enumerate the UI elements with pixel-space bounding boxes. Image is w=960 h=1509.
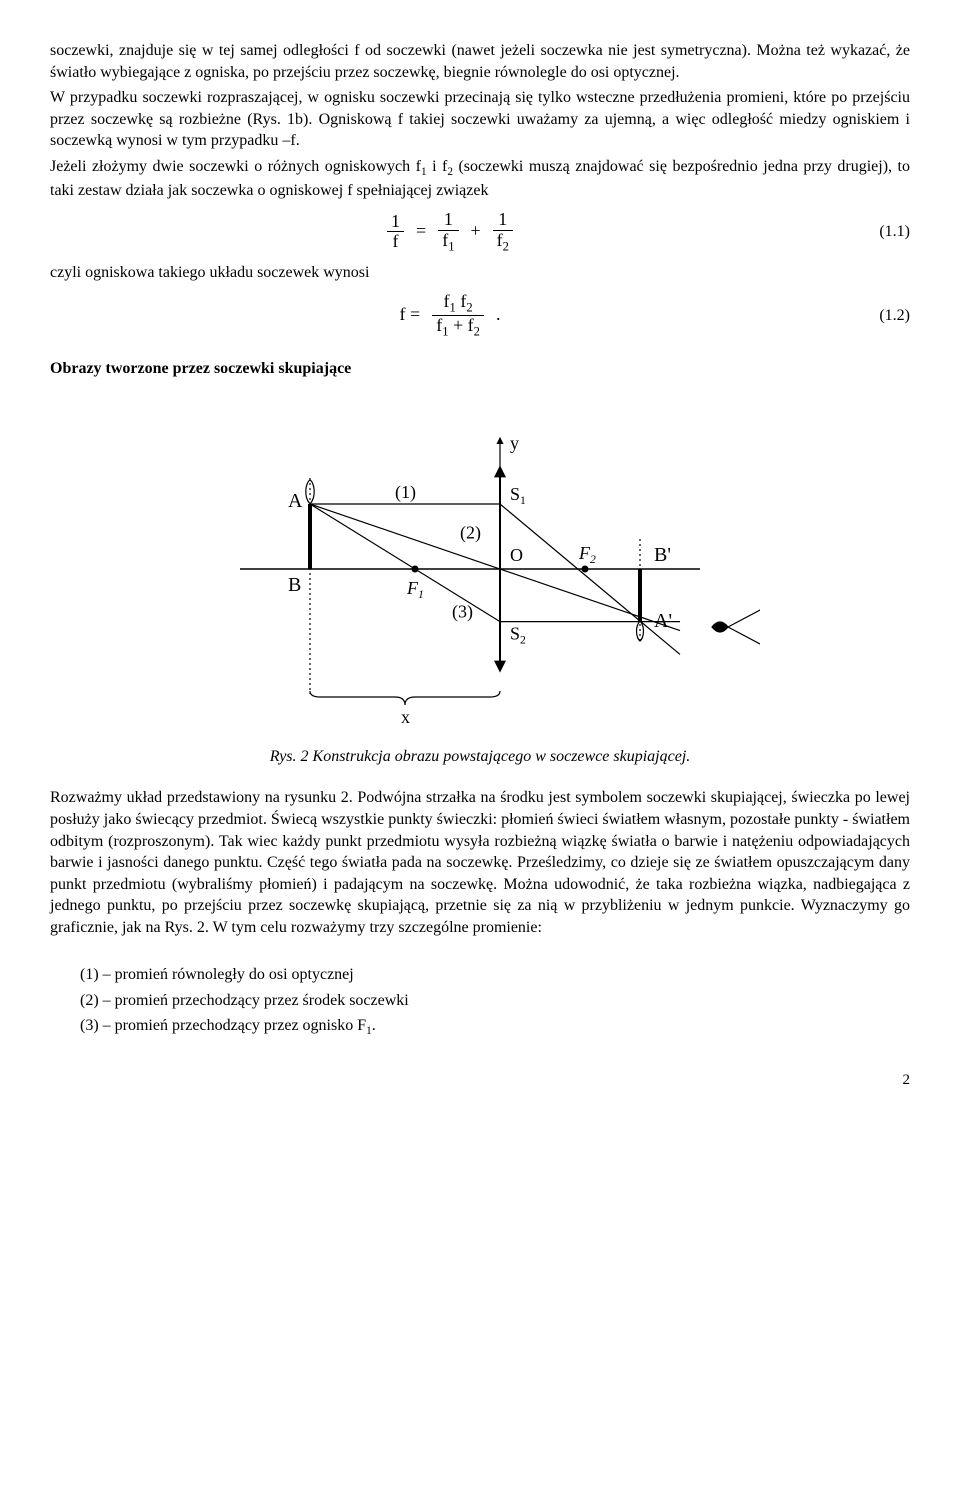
svg-text:A: A	[288, 490, 303, 512]
lens-diagram-svg: y A B F1 F2 O B' A' S1 (1) (2) S2 (3) x	[200, 409, 760, 729]
equation-1-number: (1.1)	[850, 221, 910, 243]
svg-text:A': A'	[654, 610, 672, 632]
paragraph-2: W przypadku soczewki rozpraszającej, w o…	[50, 87, 910, 152]
equation-2: f = f1 f2 f1 + f2 .	[50, 292, 850, 340]
ray3-dot: .	[372, 1017, 376, 1034]
p3-b: i f	[427, 158, 448, 175]
svg-text:B': B'	[654, 544, 671, 566]
ray-list-item-3: (3) – promień przechodzący przez ognisko…	[80, 1015, 910, 1039]
svg-text:B: B	[288, 574, 301, 596]
svg-text:O: O	[510, 545, 523, 565]
figure-2-caption: Rys. 2 Konstrukcja obrazu powstającego w…	[50, 746, 910, 768]
page-number: 2	[50, 1070, 910, 1090]
svg-text:S2: S2	[510, 624, 526, 647]
svg-text:(1): (1)	[395, 482, 416, 503]
equation-1-row: 1f = 1f1 + 1f2 (1.1)	[50, 210, 910, 254]
paragraph-1: soczewki, znajduje się w tej samej odleg…	[50, 40, 910, 83]
equation-2-number: (1.2)	[850, 305, 910, 327]
svg-text:x: x	[401, 707, 410, 727]
svg-text:(2): (2)	[460, 523, 481, 544]
ray-list-item-1: (1) – promień równoległy do osi optyczne…	[80, 964, 910, 986]
figure-2: y A B F1 F2 O B' A' S1 (1) (2) S2 (3) x	[50, 409, 910, 736]
svg-text:S1: S1	[510, 484, 526, 507]
ray3-text: (3) – promień przechodzący przez ognisko…	[80, 1017, 366, 1034]
p3-a: Jeżeli złożymy dwie soczewki o różnych o…	[50, 158, 421, 175]
svg-text:F1: F1	[406, 578, 424, 601]
svg-text:y: y	[510, 433, 519, 453]
svg-text:(3): (3)	[452, 602, 473, 623]
equation-intermediate-text: czyli ogniskowa takiego układu soczewek …	[50, 262, 910, 284]
paragraph-4: Rozważmy układ przedstawiony na rysunku …	[50, 787, 910, 938]
heading-obrazy: Obrazy tworzone przez soczewki skupiając…	[50, 358, 910, 380]
svg-text:F2: F2	[578, 543, 596, 566]
equation-1: 1f = 1f1 + 1f2	[50, 210, 850, 254]
ray-list-item-2: (2) – promień przechodzący przez środek …	[80, 990, 910, 1012]
equation-2-row: f = f1 f2 f1 + f2 . (1.2)	[50, 292, 910, 340]
paragraph-3: Jeżeli złożymy dwie soczewki o różnych o…	[50, 156, 910, 202]
